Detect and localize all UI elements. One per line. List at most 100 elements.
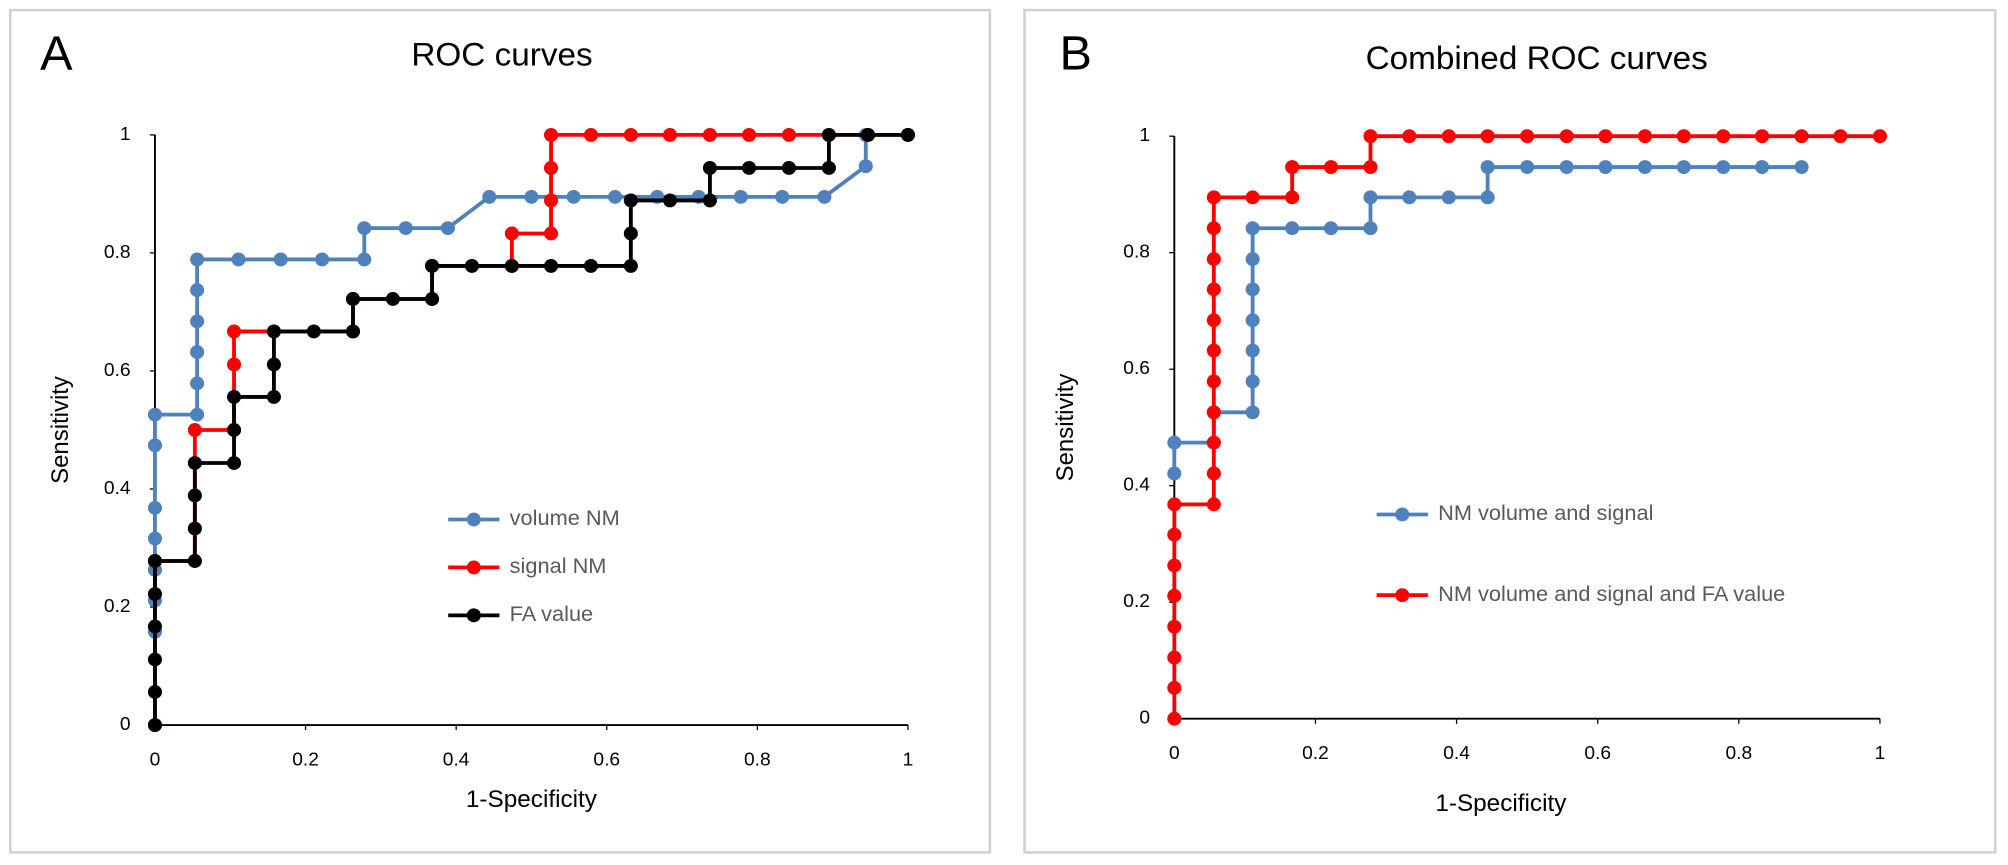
data-point — [147, 718, 162, 732]
data-point — [1167, 558, 1182, 573]
data-point — [1363, 221, 1378, 236]
data-point — [357, 221, 372, 236]
y-tick-label: 0.2 — [1123, 591, 1150, 612]
panel-frame — [8, 8, 992, 854]
legend-marker — [466, 560, 481, 575]
data-point — [190, 345, 205, 360]
data-point — [1441, 129, 1456, 144]
y-tick-label: 0 — [120, 714, 131, 735]
data-point — [702, 193, 717, 208]
y-axis-label: Sensitivity — [1052, 373, 1079, 482]
data-point — [1637, 129, 1653, 144]
data-point — [607, 189, 623, 204]
data-point — [543, 127, 559, 142]
data-point — [385, 292, 400, 306]
data-point — [147, 619, 162, 634]
data-point — [345, 292, 361, 306]
data-point — [1520, 129, 1535, 144]
data-point — [1167, 711, 1182, 726]
data-point — [1167, 497, 1182, 512]
data-point — [702, 161, 717, 175]
data-point — [1480, 190, 1495, 205]
panel-label: A — [40, 27, 73, 81]
data-point — [583, 258, 598, 273]
data-point — [1480, 129, 1495, 144]
data-point — [1598, 160, 1613, 174]
data-point — [1794, 160, 1809, 174]
data-point — [464, 258, 480, 273]
data-point — [1363, 190, 1378, 205]
y-tick-label: 1 — [120, 124, 131, 145]
data-point — [900, 127, 915, 142]
data-point — [1716, 129, 1731, 144]
data-point — [623, 258, 638, 273]
data-point — [231, 252, 246, 267]
y-tick-label: 0.6 — [1123, 358, 1150, 379]
data-point — [187, 521, 202, 536]
data-point — [273, 252, 288, 267]
data-point — [1794, 129, 1809, 144]
legend-marker — [466, 512, 481, 527]
data-point — [1755, 129, 1770, 144]
x-axis-label: 1-Specificity — [466, 786, 598, 813]
data-point — [583, 127, 598, 142]
data-point — [1245, 374, 1260, 389]
data-point — [266, 357, 281, 372]
data-point — [662, 193, 678, 208]
panel-label: B — [1059, 27, 1091, 81]
legend-label: signal NM — [510, 553, 607, 578]
chart-title: ROC curves — [411, 37, 592, 74]
data-point — [1872, 129, 1887, 144]
data-point — [187, 554, 202, 568]
data-point — [543, 193, 559, 208]
x-tick-label: 0 — [1169, 743, 1180, 764]
data-point — [623, 226, 638, 241]
legend-label: volume NM — [510, 505, 620, 530]
data-point — [1598, 129, 1613, 144]
x-tick-label: 0.6 — [1584, 743, 1611, 764]
data-point — [226, 423, 242, 437]
data-point — [566, 189, 581, 204]
data-point — [147, 407, 162, 422]
data-point — [821, 127, 836, 142]
data-point — [1285, 190, 1300, 205]
data-point — [504, 258, 519, 273]
data-point — [147, 685, 162, 699]
data-point — [482, 189, 497, 204]
x-axis-label: 1-Specificity — [1435, 790, 1567, 817]
x-tick-label: 0.4 — [1443, 743, 1470, 764]
panel-frame — [1023, 8, 1997, 854]
data-point — [1167, 650, 1182, 665]
data-point — [1206, 497, 1221, 512]
data-point — [187, 456, 202, 470]
y-tick-label: 0.2 — [104, 596, 131, 617]
data-point — [1167, 680, 1182, 695]
legend-marker — [1395, 507, 1410, 522]
x-tick-label: 0 — [150, 749, 161, 770]
data-point — [187, 488, 202, 503]
data-point — [742, 161, 757, 175]
data-point — [1206, 435, 1221, 450]
data-point — [861, 127, 876, 142]
data-point — [226, 389, 242, 404]
legend-label: NM volume and signal and FA value — [1438, 581, 1785, 606]
data-point — [1206, 221, 1221, 236]
data-point — [147, 500, 162, 515]
data-point — [504, 226, 519, 241]
data-point — [702, 127, 717, 142]
data-point — [147, 554, 162, 568]
x-tick-label: 0.2 — [292, 749, 319, 770]
data-point — [821, 161, 836, 175]
data-point — [1245, 190, 1260, 205]
data-point — [147, 587, 162, 601]
data-point — [775, 189, 790, 204]
data-point — [147, 652, 162, 667]
legend-marker — [1395, 588, 1410, 603]
data-point — [1716, 160, 1731, 174]
data-point — [190, 314, 205, 329]
data-point — [1285, 160, 1300, 174]
data-point — [190, 283, 205, 298]
data-point — [733, 189, 748, 204]
data-point — [524, 189, 539, 204]
x-tick-label: 0.8 — [1725, 743, 1752, 764]
